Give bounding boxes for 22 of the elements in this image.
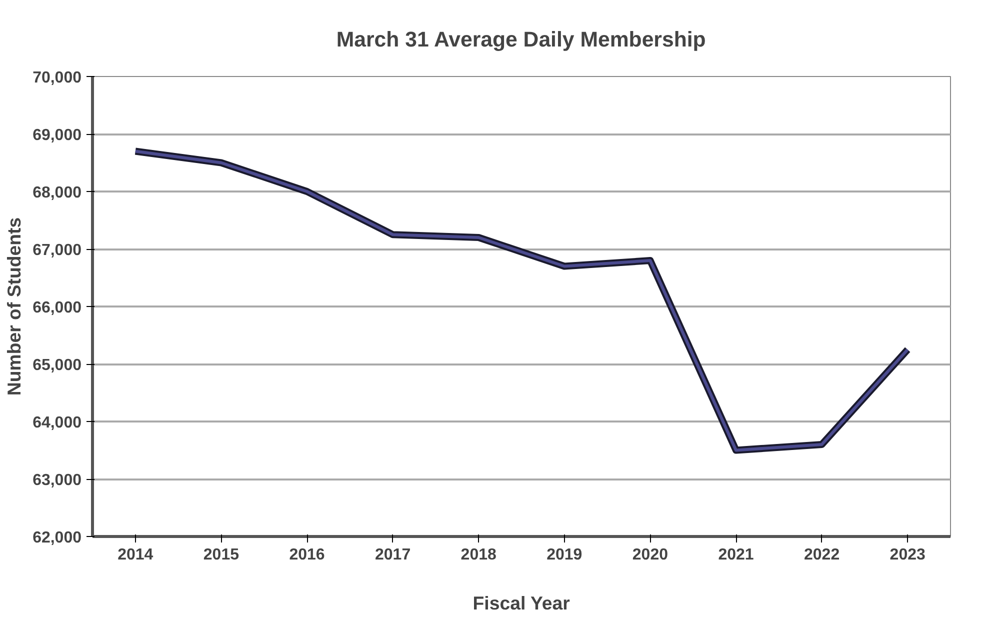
x-tick-label: 2020: [632, 546, 668, 564]
x-tick-label: 2019: [546, 546, 582, 564]
x-tick-label: 2016: [289, 546, 325, 564]
x-tick-label: 2018: [460, 546, 496, 564]
y-tick-label: 64,000: [32, 414, 82, 432]
x-tick-label: 2015: [203, 546, 240, 564]
y-tick-label: 62,000: [32, 530, 82, 546]
y-tick-label: 66,000: [32, 300, 82, 316]
y-tick-label: 67,000: [32, 242, 82, 259]
y-axis-title: Number of Students: [4, 217, 25, 396]
x-tick-label: 2017: [375, 546, 411, 564]
x-tick-label: 2023: [890, 546, 926, 564]
x-axis-title: Fiscal Year: [472, 592, 570, 614]
x-tick-label: 2022: [804, 546, 840, 564]
y-tick-label: 70,000: [32, 70, 82, 86]
y-tick-label: 68,000: [32, 184, 82, 202]
y-tick-label: 65,000: [32, 357, 82, 374]
y-tick-label: 69,000: [32, 127, 82, 144]
y-tick-label: 63,000: [32, 472, 82, 489]
x-tick-label: 2014: [118, 546, 154, 564]
x-tick-label: 2021: [718, 546, 754, 564]
chart-title: March 31 Average Daily Membership: [336, 28, 706, 52]
